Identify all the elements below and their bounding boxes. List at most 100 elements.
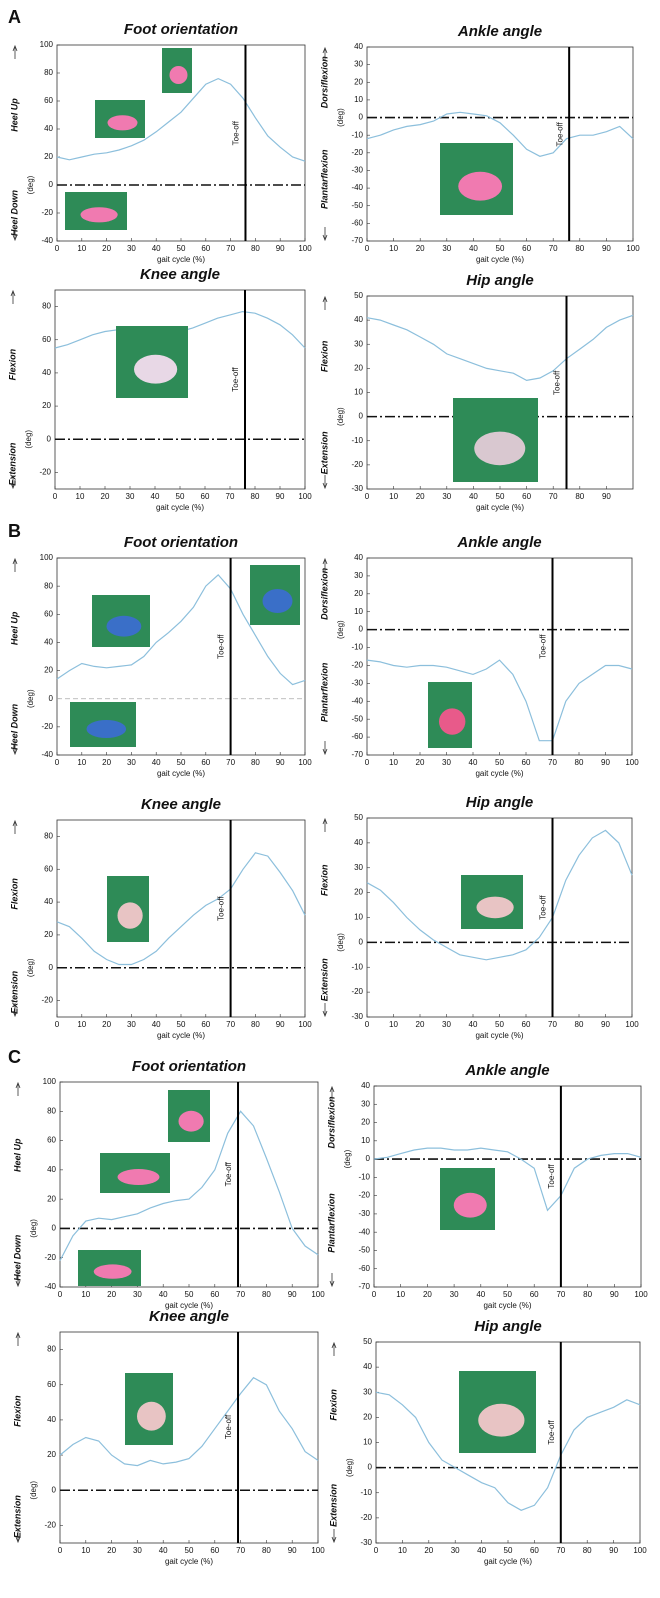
- y-tick-label: -60: [351, 732, 363, 741]
- photo-subject: [262, 589, 293, 613]
- side-arrowhead: [12, 44, 18, 52]
- y-axis-label: (deg): [26, 958, 35, 977]
- x-tick-label: 40: [159, 1290, 168, 1299]
- y-tick-label: 80: [44, 581, 53, 590]
- x-tick-label: 20: [416, 1020, 425, 1029]
- y-tick-label: -20: [41, 208, 53, 217]
- chart-title: Foot orientation: [124, 534, 238, 551]
- y-tick-label: 100: [40, 553, 54, 562]
- side-arrowhead: [329, 1280, 335, 1288]
- y-tick-label: 20: [44, 152, 53, 161]
- side-arrowhead: [322, 46, 328, 54]
- x-tick-label: 50: [185, 1546, 194, 1555]
- x-tick-label: 60: [530, 1290, 539, 1299]
- plot-frame: [373, 1085, 642, 1288]
- toe-off-label: Toe-off: [232, 120, 241, 145]
- x-tick-label: 0: [53, 492, 58, 501]
- photo-subject: [106, 615, 142, 637]
- x-tick-label: 40: [159, 1546, 168, 1555]
- toe-off-label: Toe-off: [539, 895, 548, 920]
- x-tick-label: 60: [522, 244, 531, 253]
- toe-off-label: Toe-off: [555, 121, 564, 146]
- y-tick-label: -20: [351, 661, 363, 670]
- plot-frame: [56, 819, 306, 1018]
- y-tick-label: 80: [47, 1345, 56, 1354]
- upper-label: Heel Up: [9, 98, 19, 132]
- y-tick-label: 80: [42, 302, 51, 311]
- x-tick-label: 40: [469, 244, 478, 253]
- side-arrowhead: [15, 1331, 21, 1339]
- y-tick-label: 100: [40, 40, 54, 49]
- x-tick-label: 60: [201, 1020, 210, 1029]
- y-tick-label: 60: [44, 96, 53, 105]
- x-tick-label: 50: [496, 244, 505, 253]
- photo-subject: [117, 902, 143, 929]
- y-tick-label: 40: [354, 315, 363, 324]
- x-tick-label: 0: [55, 1020, 60, 1029]
- y-tick-label: -10: [351, 643, 363, 652]
- x-tick-label: 100: [298, 1020, 312, 1029]
- x-tick-label: 10: [396, 1290, 405, 1299]
- y-tick-label: 40: [44, 897, 53, 906]
- x-tick-label: 100: [625, 1020, 639, 1029]
- toe-off-label: Toe-off: [539, 634, 548, 659]
- curve: [373, 1147, 642, 1212]
- upper-label: Flexion: [12, 1395, 22, 1427]
- x-tick-label: 80: [575, 758, 584, 767]
- x-tick-label: 60: [210, 1546, 219, 1555]
- y-axis-label: (deg): [29, 1219, 38, 1238]
- y-tick-label: 30: [354, 571, 363, 580]
- x-tick-label: 60: [201, 492, 210, 501]
- photo-subject: [137, 1401, 166, 1431]
- x-tick-label: 80: [583, 1546, 592, 1555]
- x-tick-label: 30: [127, 1020, 136, 1029]
- x-tick-label: 100: [634, 1290, 648, 1299]
- x-tick-label: 0: [55, 758, 60, 767]
- x-tick-label: 60: [201, 758, 210, 767]
- x-tick-label: 20: [107, 1546, 116, 1555]
- curve: [59, 1110, 319, 1261]
- chart-title: Knee angle: [149, 1308, 229, 1325]
- y-tick-label: 20: [354, 589, 363, 598]
- toe-off-label: Toe-off: [553, 370, 562, 395]
- side-arrowhead: [322, 482, 328, 490]
- toe-off-label: Toe-off: [547, 1164, 556, 1189]
- y-tick-label: -20: [351, 987, 363, 996]
- x-tick-label: 30: [133, 1290, 142, 1299]
- x-axis-label: gait cycle (%): [476, 503, 524, 512]
- photo-subject: [169, 66, 188, 84]
- plot-frame: [59, 1331, 319, 1544]
- y-tick-label: 30: [354, 339, 363, 348]
- y-axis-label: (deg): [336, 620, 345, 639]
- side-arrowhead: [322, 1010, 328, 1018]
- curve: [375, 1391, 641, 1511]
- x-tick-label: 70: [226, 1020, 235, 1029]
- y-tick-label: -70: [351, 236, 363, 245]
- x-tick-label: 40: [477, 1546, 486, 1555]
- curve: [366, 829, 633, 961]
- chart-title: Hip angle: [466, 794, 534, 811]
- y-tick-label: 40: [361, 1081, 370, 1090]
- y-tick-label: 0: [359, 625, 364, 634]
- y-tick-label: 20: [42, 401, 51, 410]
- x-tick-label: 50: [504, 1546, 513, 1555]
- y-tick-label: -10: [360, 1488, 372, 1497]
- y-axis-label: (deg): [26, 689, 35, 708]
- x-tick-label: 50: [176, 492, 185, 501]
- x-tick-label: 50: [177, 244, 186, 253]
- x-tick-label: 70: [236, 1546, 245, 1555]
- panel-label: C: [8, 1047, 21, 1067]
- toe-off-label: Toe-off: [217, 634, 226, 659]
- side-arrowhead: [15, 1081, 21, 1089]
- x-tick-label: 90: [276, 492, 285, 501]
- x-tick-label: 10: [389, 1020, 398, 1029]
- chart-title: Hip angle: [474, 1318, 542, 1335]
- y-tick-label: 80: [44, 68, 53, 77]
- side-arrowhead: [322, 817, 328, 825]
- curve: [366, 314, 634, 382]
- side-arrowhead: [10, 289, 16, 297]
- side-arrowhead: [12, 748, 18, 756]
- y-tick-label: 10: [354, 388, 363, 397]
- lower-label: Extension: [9, 970, 19, 1014]
- x-tick-label: 30: [133, 1546, 142, 1555]
